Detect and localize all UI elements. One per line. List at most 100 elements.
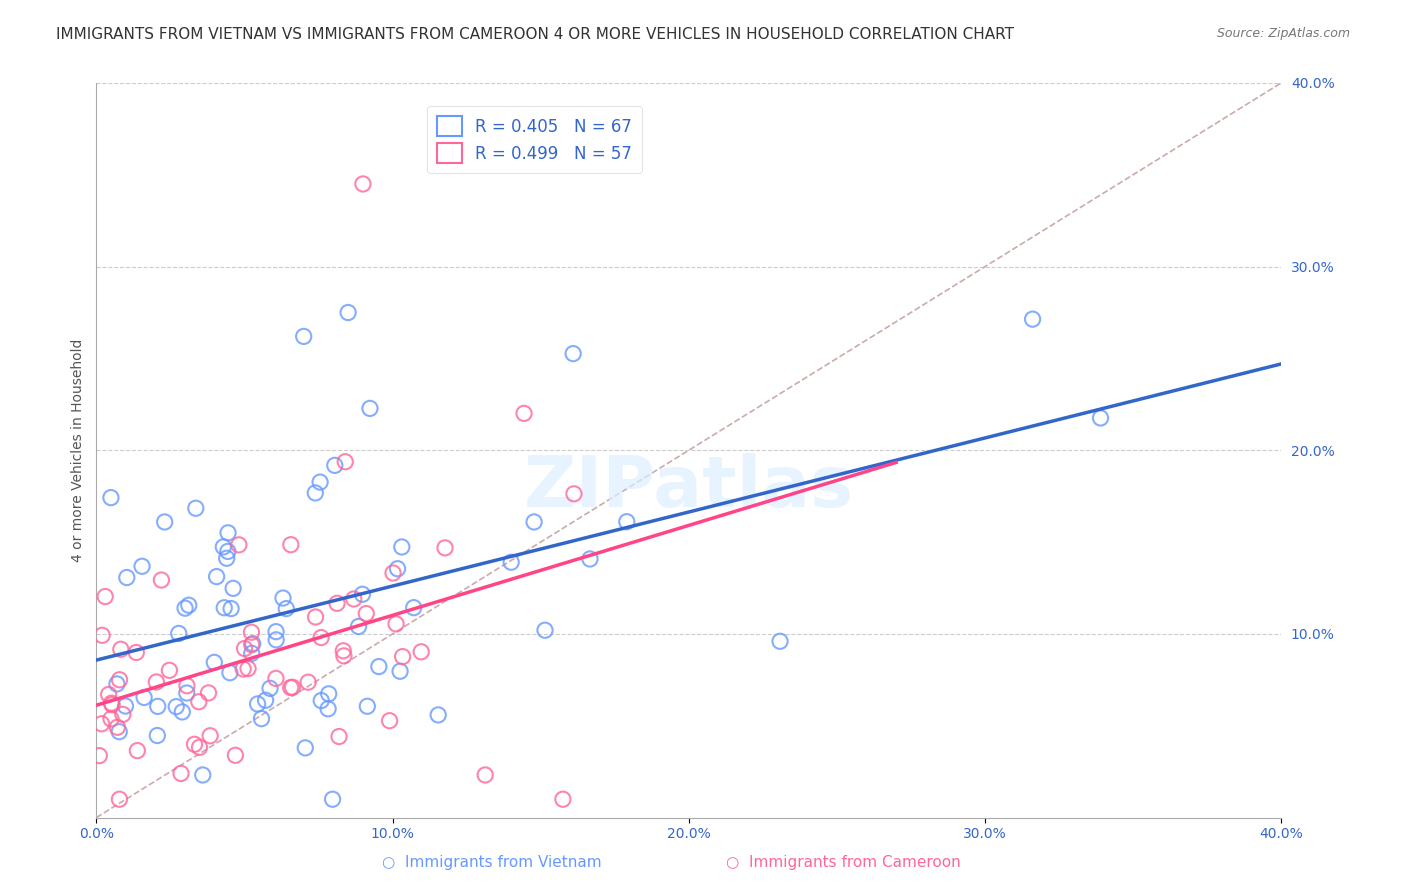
Immigrants from Vietnam	[174, 601, 197, 615]
Immigrants from Vietnam	[322, 792, 344, 806]
Immigrants from Vietnam	[131, 559, 153, 574]
Immigrants from Vietnam	[184, 501, 207, 516]
Immigrants from Cameroon	[188, 740, 211, 755]
Immigrants from Cameroon	[97, 688, 120, 702]
Immigrants from Cameroon	[101, 698, 124, 712]
Immigrants from Cameroon	[433, 541, 456, 555]
Immigrants from Vietnam	[271, 591, 294, 605]
Immigrants from Vietnam	[254, 693, 277, 707]
Immigrants from Cameroon	[108, 792, 131, 806]
Immigrants from Cameroon	[513, 406, 536, 420]
Text: Source: ZipAtlas.com: Source: ZipAtlas.com	[1216, 27, 1350, 40]
Immigrants from Cameroon	[100, 696, 122, 710]
Immigrants from Cameroon	[232, 662, 254, 676]
Immigrants from Cameroon	[224, 748, 246, 763]
Text: ZIPatlas: ZIPatlas	[523, 452, 853, 522]
Immigrants from Vietnam	[217, 544, 239, 558]
Immigrants from Vietnam	[242, 637, 264, 651]
Immigrants from Cameroon	[382, 566, 405, 580]
Immigrants from Vietnam	[100, 491, 122, 505]
Text: ○  Immigrants from Vietnam: ○ Immigrants from Vietnam	[382, 855, 602, 870]
Immigrants from Vietnam	[191, 768, 214, 782]
Immigrants from Vietnam	[579, 552, 602, 566]
Immigrants from Vietnam	[501, 555, 523, 569]
Immigrants from Cameroon	[304, 610, 326, 624]
Immigrants from Cameroon	[309, 631, 332, 645]
Immigrants from Vietnam	[309, 693, 332, 707]
Immigrants from Vietnam	[387, 562, 409, 576]
Immigrants from Cameroon	[343, 591, 366, 606]
Immigrants from Cameroon	[197, 686, 219, 700]
Immigrants from Vietnam	[212, 600, 235, 615]
Immigrants from Vietnam	[215, 551, 238, 566]
Immigrants from Cameroon	[332, 644, 354, 658]
Immigrants from Vietnam	[177, 599, 200, 613]
Immigrants from Cameroon	[105, 720, 128, 734]
Immigrants from Vietnam	[276, 601, 298, 615]
Immigrants from Vietnam	[222, 582, 245, 596]
Immigrants from Cameroon	[474, 768, 496, 782]
Immigrants from Vietnam	[202, 656, 225, 670]
Immigrants from Vietnam	[217, 525, 239, 540]
Immigrants from Vietnam	[337, 305, 360, 319]
Immigrants from Vietnam	[294, 740, 316, 755]
Immigrants from Vietnam	[318, 687, 340, 701]
Immigrants from Cameroon	[183, 737, 205, 751]
Immigrants from Vietnam	[146, 729, 169, 743]
Immigrants from Vietnam	[402, 600, 425, 615]
Immigrants from Cameroon	[328, 730, 350, 744]
Immigrants from Cameroon	[240, 638, 263, 652]
Immigrants from Vietnam	[115, 570, 138, 584]
Immigrants from Vietnam	[132, 690, 155, 705]
Immigrants from Vietnam	[309, 475, 332, 489]
Text: ○  Immigrants from Cameroon: ○ Immigrants from Cameroon	[727, 855, 960, 870]
Immigrants from Cameroon	[297, 675, 319, 690]
Immigrants from Cameroon	[236, 662, 259, 676]
Immigrants from Cameroon	[157, 663, 180, 677]
Immigrants from Vietnam	[427, 707, 450, 722]
Immigrants from Vietnam	[219, 665, 242, 680]
Immigrants from Cameroon	[108, 673, 131, 687]
Immigrants from Vietnam	[534, 624, 557, 638]
Immigrants from Cameroon	[352, 177, 374, 191]
Immigrants from Cameroon	[562, 487, 585, 501]
Immigrants from Vietnam	[359, 401, 381, 416]
Immigrants from Cameroon	[391, 649, 413, 664]
Immigrants from Cameroon	[111, 707, 134, 722]
Immigrants from Cameroon	[354, 607, 377, 621]
Y-axis label: 4 or more Vehicles in Household: 4 or more Vehicles in Household	[72, 339, 86, 562]
Immigrants from Cameroon	[127, 744, 149, 758]
Immigrants from Cameroon	[100, 712, 122, 726]
Immigrants from Vietnam	[356, 699, 378, 714]
Immigrants from Vietnam	[205, 569, 228, 583]
Immigrants from Vietnam	[114, 699, 136, 714]
Immigrants from Cameroon	[240, 625, 263, 640]
Immigrants from Vietnam	[389, 665, 412, 679]
Immigrants from Cameroon	[411, 645, 433, 659]
Immigrants from Cameroon	[378, 714, 401, 728]
Immigrants from Cameroon	[335, 455, 357, 469]
Immigrants from Vietnam	[352, 587, 374, 601]
Immigrants from Vietnam	[165, 699, 187, 714]
Immigrants from Vietnam	[176, 686, 198, 700]
Immigrants from Cameroon	[145, 675, 167, 690]
Immigrants from Cameroon	[233, 641, 256, 656]
Immigrants from Vietnam	[172, 705, 194, 719]
Immigrants from Vietnam	[769, 634, 792, 648]
Text: IMMIGRANTS FROM VIETNAM VS IMMIGRANTS FROM CAMEROON 4 OR MORE VEHICLES IN HOUSEH: IMMIGRANTS FROM VIETNAM VS IMMIGRANTS FR…	[56, 27, 1014, 42]
Immigrants from Cameroon	[280, 538, 302, 552]
Immigrants from Vietnam	[562, 346, 585, 360]
Immigrants from Vietnam	[212, 540, 235, 554]
Immigrants from Vietnam	[146, 699, 169, 714]
Immigrants from Vietnam	[616, 515, 638, 529]
Immigrants from Cameroon	[326, 596, 349, 610]
Immigrants from Vietnam	[240, 646, 263, 660]
Immigrants from Cameroon	[385, 616, 408, 631]
Immigrants from Vietnam	[347, 619, 370, 633]
Immigrants from Cameroon	[110, 642, 132, 657]
Immigrants from Cameroon	[187, 695, 209, 709]
Immigrants from Vietnam	[246, 697, 269, 711]
Immigrants from Cameroon	[125, 645, 148, 659]
Immigrants from Vietnam	[367, 659, 389, 673]
Immigrants from Vietnam	[264, 632, 287, 647]
